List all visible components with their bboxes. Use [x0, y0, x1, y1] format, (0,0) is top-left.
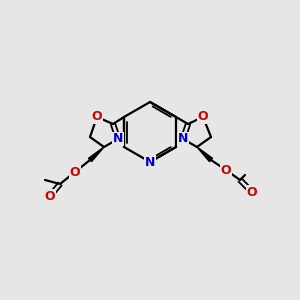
Polygon shape: [88, 147, 104, 162]
Text: O: O: [92, 110, 102, 124]
Polygon shape: [197, 147, 212, 162]
Text: N: N: [178, 133, 188, 146]
Text: O: O: [70, 166, 80, 178]
Text: N: N: [145, 155, 155, 169]
Text: O: O: [247, 185, 257, 199]
Text: N: N: [113, 133, 123, 146]
Text: O: O: [221, 164, 231, 176]
Text: O: O: [198, 110, 208, 124]
Text: O: O: [45, 190, 55, 202]
